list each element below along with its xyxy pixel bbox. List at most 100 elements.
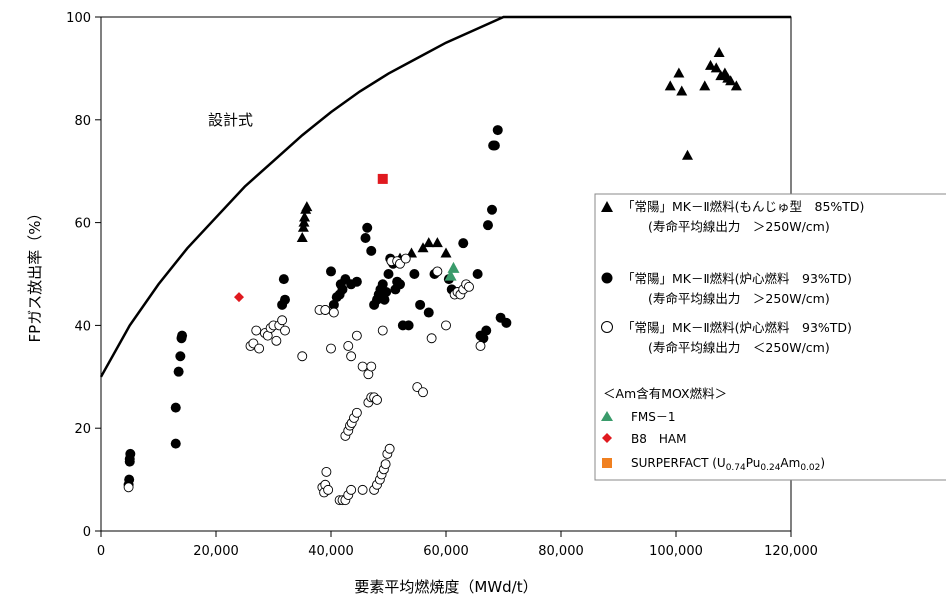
legend-label-3: 「常陽」MK－Ⅱ燃料(炉心燃料 93%TD) bbox=[622, 320, 852, 335]
point-mk2-core-low bbox=[400, 253, 411, 264]
point-mk2-core-low bbox=[357, 361, 368, 372]
legend-marker-b8 bbox=[602, 433, 612, 443]
point-mk2-core-high bbox=[170, 438, 181, 449]
point-mk2-core-low bbox=[351, 407, 362, 418]
point-mk2-core-low bbox=[357, 484, 368, 495]
point-mk2-core-high bbox=[328, 299, 339, 310]
point-mk2-monju bbox=[710, 62, 722, 73]
point-mk2-core-low bbox=[380, 459, 391, 470]
y-tick-label: 40 bbox=[74, 319, 91, 334]
point-mk2-core-low bbox=[328, 307, 339, 318]
legend-label-fms: FMS－1 bbox=[631, 410, 676, 424]
y-tick-label: 0 bbox=[83, 525, 91, 540]
point-mk2-core-high bbox=[501, 317, 512, 328]
point-mk2-core-high bbox=[381, 286, 392, 297]
surperfact-text-pu: Pu bbox=[746, 456, 761, 470]
legend-group-header: ＜Am含有MOX燃料＞ bbox=[603, 386, 727, 401]
legend-sublabel-2: (寿命平均線出力 ＞250W/cm) bbox=[648, 291, 830, 306]
y-axis-title: FPガス放出率（%） bbox=[26, 206, 44, 343]
point-mk2-core-high bbox=[280, 294, 290, 305]
x-tick-label: 120,000 bbox=[764, 544, 818, 559]
point-mk2-monju bbox=[423, 237, 435, 248]
data-points bbox=[123, 46, 742, 506]
point-mk2-monju bbox=[431, 237, 443, 248]
legend-marker-surperfact bbox=[602, 458, 612, 468]
point-mk2-core-high bbox=[366, 245, 377, 256]
point-mk2-core-high bbox=[377, 279, 388, 290]
surperfact-sub-pu: 0.24 bbox=[760, 463, 780, 473]
surperfact-sub-am: 0.02 bbox=[800, 463, 820, 473]
point-mk2-core-high bbox=[360, 233, 371, 244]
point-mk2-monju bbox=[673, 67, 685, 78]
surperfact-sub-u: 0.74 bbox=[726, 463, 746, 473]
point-mk2-core-high bbox=[482, 220, 493, 231]
point-mk2-core-low bbox=[343, 341, 354, 351]
point-mk2-core-high bbox=[379, 294, 390, 305]
point-mk2-core-high bbox=[415, 299, 426, 310]
surperfact-text-am: Am bbox=[780, 456, 800, 470]
point-mk2-core-high bbox=[478, 333, 489, 344]
point-mk2-core-low bbox=[464, 281, 474, 292]
x-tick-label: 0 bbox=[97, 544, 105, 559]
legend-marker-circle-open bbox=[601, 321, 613, 333]
x-axis: 0 20,000 40,000 60,000 80,000 100,000 120,000 bbox=[97, 531, 818, 559]
point-mk2-core-high bbox=[458, 238, 469, 249]
point-mk2-monju bbox=[705, 59, 716, 70]
point-mk2-core-low bbox=[277, 315, 288, 326]
legend-label-1: 「常陽」MK－Ⅱ燃料(もんじゅ型 85%TD) bbox=[622, 199, 864, 214]
point-mk2-core-low bbox=[346, 484, 357, 495]
point-mk2-core-low bbox=[323, 484, 334, 495]
point-mk2-core-low bbox=[251, 325, 262, 336]
point-mk2-core-low bbox=[254, 343, 265, 354]
y-axis: 0 20 40 60 80 100 bbox=[66, 11, 101, 540]
point-mk2-core-low bbox=[271, 335, 282, 346]
point-mk2-core-high bbox=[351, 276, 362, 287]
point-mk2-monju bbox=[725, 75, 737, 86]
legend-label-surperfact: SURPERFACT (U0.74Pu0.24Am0.02) bbox=[631, 456, 825, 473]
point-mk2-core-high bbox=[383, 269, 394, 279]
point-mk2-core-high bbox=[170, 402, 181, 413]
legend-marker-circle-filled bbox=[601, 272, 613, 284]
design-curve bbox=[99, 15, 791, 378]
point-mk2-monju bbox=[440, 247, 452, 258]
point-mk2-monju bbox=[301, 201, 313, 212]
point-fms1 bbox=[447, 261, 460, 273]
point-mk2-core-low bbox=[297, 351, 308, 362]
point-mk2-core-high bbox=[395, 279, 405, 290]
point-mk2-monju bbox=[664, 80, 676, 91]
x-tick-label: 60,000 bbox=[423, 544, 469, 559]
point-mk2-core-high bbox=[124, 474, 135, 485]
legend-sublabel-1: (寿命平均線出力 ＞250W/cm) bbox=[648, 219, 830, 234]
surperfact-text-end: ) bbox=[820, 456, 825, 470]
point-mk2-core-high bbox=[423, 307, 434, 318]
point-b8-ham bbox=[234, 292, 244, 303]
point-mk2-monju bbox=[676, 85, 688, 96]
point-mk2-core-high bbox=[489, 140, 500, 151]
y-tick-label: 80 bbox=[74, 114, 91, 129]
point-mk2-monju bbox=[296, 232, 308, 243]
point-mk2-monju bbox=[682, 149, 693, 160]
y-tick-label: 100 bbox=[66, 11, 91, 26]
point-mk2-core-high bbox=[125, 448, 136, 459]
legend: 「常陽」MK－Ⅱ燃料(もんじゅ型 85%TD) (寿命平均線出力 ＞250W/c… bbox=[594, 193, 946, 481]
point-mk2-monju bbox=[699, 80, 711, 91]
point-mk2-core-low bbox=[123, 482, 134, 493]
point-mk2-core-low bbox=[432, 266, 443, 277]
curve-annotation: 設計式 bbox=[208, 111, 253, 129]
point-mk2-monju bbox=[730, 80, 742, 91]
point-mk2-core-low bbox=[441, 320, 451, 331]
point-mk2-core-low bbox=[351, 330, 362, 341]
point-mk2-monju bbox=[417, 242, 429, 253]
point-mk2-monju bbox=[713, 46, 725, 57]
point-mk2-core-low bbox=[372, 394, 382, 405]
point-mk2-core-low bbox=[377, 325, 388, 336]
point-mk2-core-low bbox=[346, 351, 357, 362]
legend-marker-fms bbox=[601, 411, 613, 421]
point-mk2-core-low bbox=[426, 333, 437, 344]
surperfact-text-a: SURPERFACT (U bbox=[631, 456, 726, 470]
x-tick-label: 40,000 bbox=[308, 544, 354, 559]
point-mk2-core-low bbox=[326, 343, 336, 354]
point-mk2-core-high bbox=[175, 351, 186, 362]
point-mk2-core-low bbox=[320, 305, 331, 315]
point-mk2-core-high bbox=[481, 325, 492, 336]
